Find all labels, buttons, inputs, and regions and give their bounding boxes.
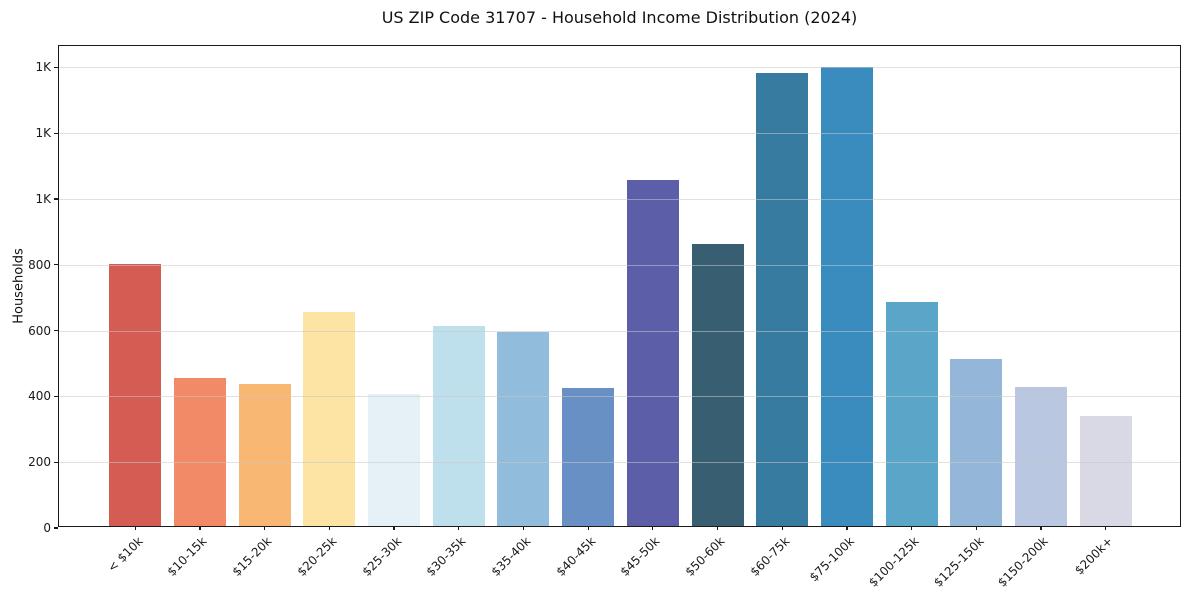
y-tick-label: 1K bbox=[35, 126, 51, 141]
x-tick-mark bbox=[134, 526, 136, 530]
x-tick-mark bbox=[393, 526, 395, 530]
y-tick-label: 0 bbox=[43, 521, 51, 535]
bar bbox=[238, 383, 291, 526]
x-tick-mark bbox=[458, 526, 460, 530]
gridline bbox=[59, 198, 1180, 200]
x-tick-label: $10-15k bbox=[164, 534, 210, 579]
x-tick-label: $20-25k bbox=[294, 534, 340, 579]
bar bbox=[626, 179, 679, 526]
gridline bbox=[59, 133, 1180, 135]
y-tick-mark bbox=[54, 132, 58, 134]
x-tick-label: $150-200k bbox=[995, 534, 1051, 590]
gridline bbox=[59, 330, 1180, 332]
y-tick-label: 200 bbox=[28, 455, 51, 470]
x-tick-mark bbox=[199, 526, 201, 530]
gridline bbox=[59, 67, 1180, 69]
x-tick-label: $15-20k bbox=[229, 534, 275, 579]
y-tick-label: 600 bbox=[28, 323, 51, 338]
y-tick-label: 1K bbox=[35, 60, 51, 75]
x-tick-label: $60-75k bbox=[747, 534, 793, 579]
y-tick-mark bbox=[54, 395, 58, 398]
bar bbox=[497, 332, 550, 526]
x-tick-label: $30-35k bbox=[423, 534, 469, 579]
x-tick-mark bbox=[522, 526, 525, 530]
bar bbox=[432, 325, 485, 526]
x-tick-mark bbox=[781, 526, 783, 530]
bar bbox=[368, 394, 421, 526]
gridline bbox=[59, 396, 1180, 398]
x-tick-mark bbox=[911, 526, 913, 530]
bar bbox=[109, 264, 162, 526]
bar bbox=[1015, 386, 1068, 526]
x-tick-label: $100-125k bbox=[865, 534, 922, 590]
x-tick-label: $25-30k bbox=[359, 534, 404, 579]
plot-area: 0 200 400 600 800 1K 1K 1K < $10k $10-15k $15-20k $… bbox=[28, 45, 1181, 590]
x-tick-mark bbox=[328, 526, 330, 530]
y-tick-mark bbox=[54, 198, 58, 200]
y-tick-label: 400 bbox=[28, 389, 51, 404]
bar bbox=[1079, 415, 1132, 526]
x-tick-mark bbox=[975, 526, 977, 530]
x-tick-label: $125-150k bbox=[930, 534, 987, 590]
bar bbox=[756, 73, 809, 526]
x-tick-mark bbox=[587, 526, 589, 530]
x-tick-mark bbox=[1040, 526, 1042, 530]
y-tick-label: 800 bbox=[28, 257, 51, 272]
gridline bbox=[59, 462, 1180, 464]
y-tick-mark bbox=[54, 461, 58, 463]
x-tick-label: $200k+ bbox=[1072, 534, 1116, 578]
x-tick-label: $40-45k bbox=[553, 534, 599, 579]
x-tick-mark bbox=[716, 526, 719, 530]
x-tick-label: $35-40k bbox=[488, 534, 534, 579]
bar bbox=[691, 244, 744, 526]
bar bbox=[303, 312, 356, 526]
bar bbox=[562, 388, 615, 526]
bar bbox=[885, 302, 938, 526]
y-tick-mark bbox=[54, 264, 58, 266]
y-tick-mark bbox=[54, 66, 58, 69]
x-tick-mark bbox=[1105, 526, 1107, 530]
bar bbox=[950, 359, 1003, 526]
bar bbox=[820, 67, 873, 526]
y-tick-mark bbox=[54, 329, 58, 332]
y-tick-label: 1K bbox=[35, 191, 51, 206]
gridline bbox=[59, 264, 1180, 266]
x-tick-mark bbox=[264, 526, 266, 530]
y-tick-mark bbox=[54, 527, 58, 529]
x-tick-label: $50-60k bbox=[682, 534, 728, 579]
x-tick-mark bbox=[652, 526, 654, 530]
bar bbox=[173, 377, 226, 526]
x-tick-mark bbox=[846, 526, 848, 530]
x-tick-label: $45-50k bbox=[617, 534, 663, 579]
x-tick-label: < $10k bbox=[104, 534, 146, 575]
x-tick-label: $75-100k bbox=[806, 534, 857, 585]
chart-title: US ZIP Code 31707 - Household Income Dis… bbox=[381, 8, 858, 27]
